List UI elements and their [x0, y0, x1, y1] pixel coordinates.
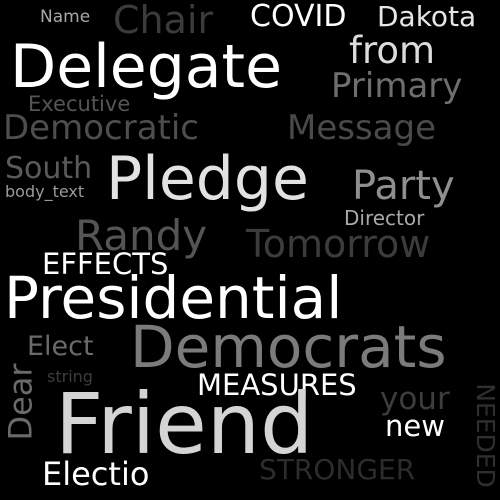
word-democratic: Democratic: [3, 108, 199, 148]
word-friend: Friend: [55, 375, 314, 473]
word-dear: Dear: [1, 363, 40, 441]
word-message: Message: [287, 108, 437, 148]
word-democrats: Democrats: [130, 313, 447, 381]
word-string: string: [47, 367, 93, 386]
word-presidential: Presidential: [4, 264, 343, 332]
word-needed: NEEDED: [470, 383, 500, 488]
word-measures: MEASURES: [197, 368, 357, 402]
word-elect: Elect: [27, 331, 94, 362]
word-chair: Chair: [113, 0, 214, 42]
word-tomorrow: Tomorrow: [246, 222, 431, 266]
word-delegate: Delegate: [10, 32, 282, 102]
word-your: your: [380, 381, 450, 417]
word-new: new: [385, 409, 445, 443]
word-dakota: Dakota: [377, 0, 477, 33]
word-primary: Primary: [331, 66, 463, 106]
word-body-text: body_text: [5, 182, 85, 201]
word-stronger: STRONGER: [259, 453, 416, 486]
word-party: Party: [352, 163, 455, 209]
word-south: South: [5, 151, 93, 186]
word-electio: Electio: [42, 455, 150, 493]
word-pledge: Pledge: [106, 144, 309, 214]
word-effects: EFFECTS: [42, 247, 169, 281]
word-covid: COVID: [250, 0, 347, 34]
word-randy: Randy: [75, 211, 208, 260]
word-executive: Executive: [28, 92, 131, 116]
word-name: Name: [40, 7, 91, 27]
word-from: from: [349, 29, 436, 72]
word-director: Director: [344, 206, 425, 230]
